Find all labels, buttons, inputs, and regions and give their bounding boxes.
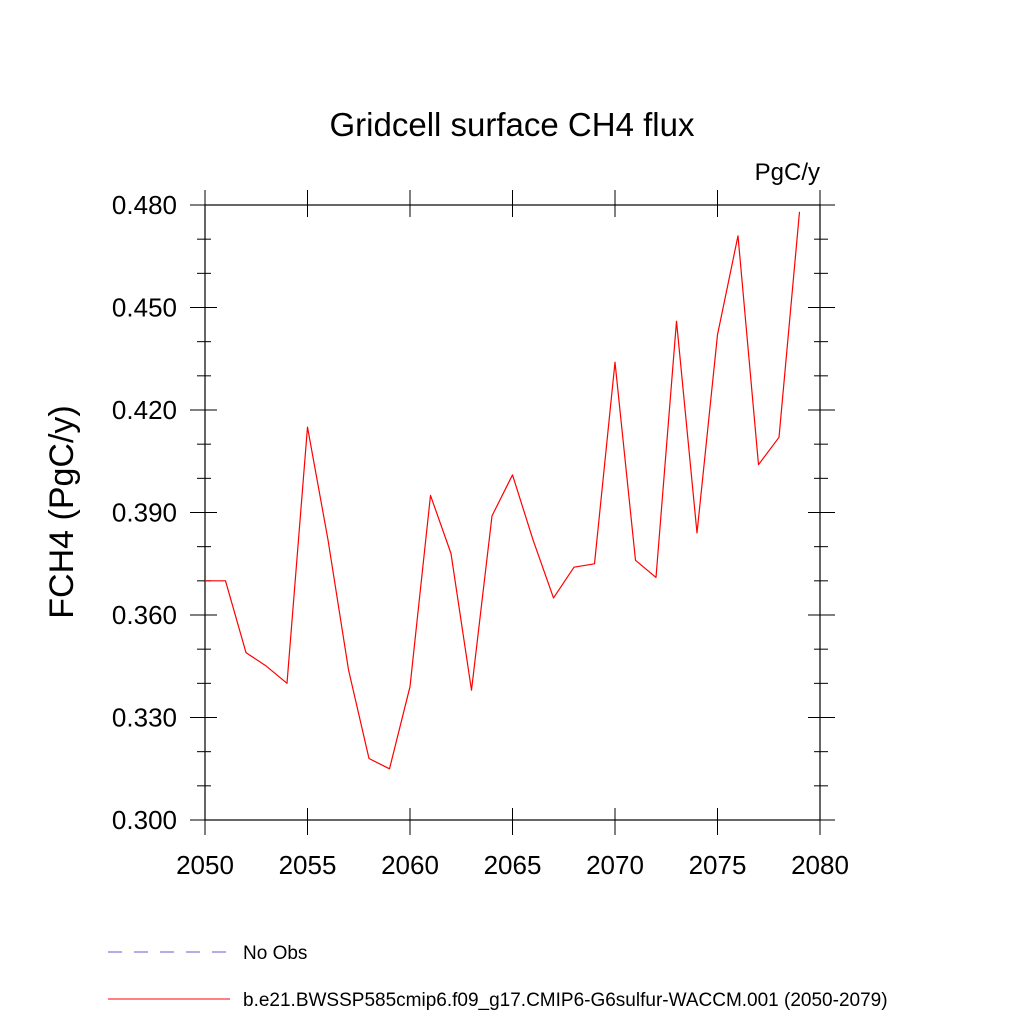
plot-frame <box>204 204 821 821</box>
y-tick-label: 0.300 <box>112 805 177 835</box>
x-tick-label: 2070 <box>586 850 644 880</box>
units-label: PgC/y <box>755 159 820 186</box>
y-tick-label: 0.420 <box>112 395 177 425</box>
series-line <box>205 211 801 770</box>
y-axis-label: FCH4 (PgC/y) <box>43 405 81 618</box>
y-tick-label: 0.480 <box>112 190 177 220</box>
x-tick-label: 2065 <box>484 850 542 880</box>
x-tick-label: 2080 <box>791 850 849 880</box>
chart-title: Gridcell surface CH4 flux <box>330 106 695 143</box>
y-tick-label: 0.360 <box>112 600 177 630</box>
legend-label: No Obs <box>243 943 307 964</box>
y-tick-label: 0.390 <box>112 498 177 528</box>
x-tick-label: 2055 <box>279 850 337 880</box>
y-tick-label: 0.330 <box>112 703 177 733</box>
legend: No Obs b.e21.BWSSP585cmip6.f09_g17.CMIP6-… <box>108 943 888 1011</box>
series-group <box>205 211 801 770</box>
x-tick-label: 2060 <box>381 850 439 880</box>
legend-label: b.e21.BWSSP585cmip6.f09_g17.CMIP6-G6sulf… <box>243 990 888 1011</box>
axis-ticks: 2050 2055 2060 2065 2070 2075 2080 0.300 0.330 0.… <box>112 190 849 880</box>
x-tick-label: 2075 <box>689 850 747 880</box>
y-tick-label: 0.450 <box>112 293 177 323</box>
x-tick-label: 2050 <box>176 850 234 880</box>
